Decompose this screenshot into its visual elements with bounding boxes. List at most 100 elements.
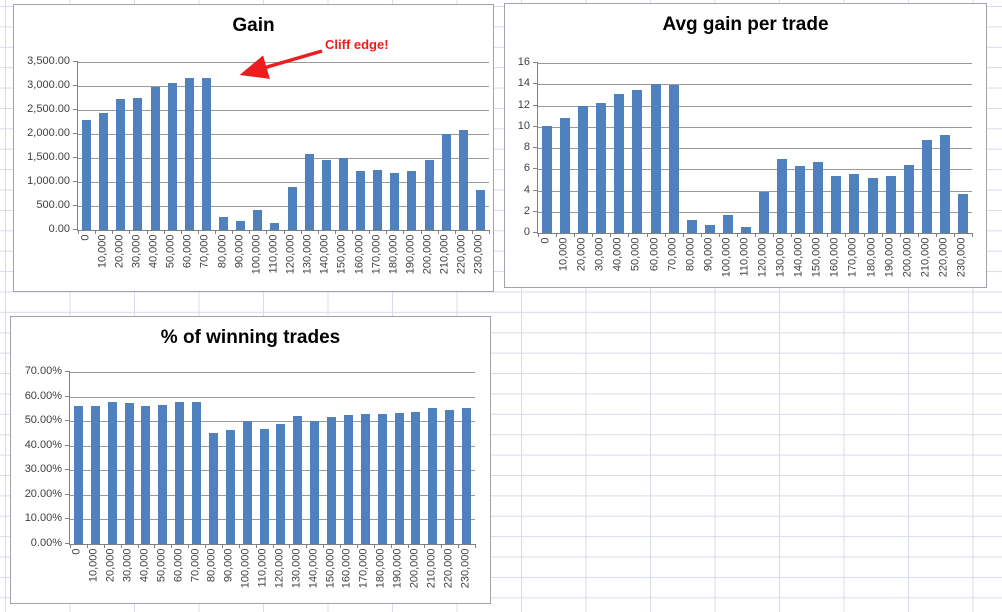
bar[interactable]: [270, 223, 280, 230]
bar[interactable]: [338, 158, 348, 230]
x-axis-labels[interactable]: 0 10,000 20,000 30,000 40,000 50,000 60,000 70,…: [77, 230, 488, 291]
bar[interactable]: [141, 406, 151, 544]
bar[interactable]: [849, 173, 860, 233]
bar[interactable]: [236, 221, 246, 230]
bar[interactable]: [158, 405, 168, 544]
bar[interactable]: [813, 161, 824, 233]
bar[interactable]: [560, 118, 571, 233]
bar[interactable]: [759, 191, 770, 233]
x-axis-labels[interactable]: 0 10,000 20,000 30,000 40,000 50,000 60,000 70,…: [69, 544, 474, 603]
x-axis-tick: [700, 233, 702, 237]
bar[interactable]: [253, 210, 263, 230]
bar[interactable]: [304, 153, 314, 230]
bar[interactable]: [394, 413, 404, 544]
cliff-edge-label[interactable]: Cliff edge!: [325, 37, 389, 52]
chart-percent-winning-trades[interactable]: % of winning trades 0.00% 10.00% 20.00% 30.…: [10, 316, 491, 604]
bar[interactable]: [175, 402, 185, 544]
bar[interactable]: [360, 413, 370, 544]
plot-area[interactable]: [73, 61, 490, 234]
bar[interactable]: [921, 139, 932, 233]
x-axis-category-label: 190,000: [404, 234, 417, 275]
bar[interactable]: [276, 423, 286, 544]
y-axis-labels[interactable]: 0.00% 10.00% 20.00% 30.00% 40.00% 50.00% 60.00…: [11, 365, 62, 549]
bar[interactable]: [242, 421, 252, 544]
bar[interactable]: [390, 172, 400, 230]
chart-title-winning-trades[interactable]: % of winning trades: [160, 327, 341, 348]
y-axis-labels[interactable]: 0.00 500.00 1,000.00 1,500.00 2,000.00 2,500.…: [14, 55, 70, 235]
bar[interactable]: [939, 135, 950, 233]
bar[interactable]: [90, 406, 100, 544]
x-axis-category-label: 160,000: [353, 234, 366, 275]
bar[interactable]: [82, 119, 92, 230]
bar[interactable]: [219, 217, 229, 230]
bar[interactable]: [133, 97, 143, 230]
bar[interactable]: [867, 177, 878, 233]
bar[interactable]: [192, 401, 202, 544]
bar[interactable]: [795, 166, 806, 233]
bar[interactable]: [373, 169, 383, 230]
bar[interactable]: [542, 125, 553, 233]
x-axis-labels[interactable]: 0 10,000 20,000 30,000 40,000 50,000 60,000 70,…: [537, 233, 971, 287]
x-axis-tick: [137, 544, 139, 548]
x-axis-tick: [103, 544, 105, 548]
bar[interactable]: [377, 414, 387, 544]
bar[interactable]: [259, 428, 269, 544]
bar[interactable]: [411, 412, 421, 544]
bar[interactable]: [424, 159, 434, 230]
bar[interactable]: [321, 159, 331, 230]
bar[interactable]: [343, 415, 353, 544]
bar[interactable]: [596, 103, 607, 233]
bar[interactable]: [475, 189, 485, 230]
bar[interactable]: [831, 175, 842, 233]
gridline: [538, 148, 972, 149]
bar[interactable]: [167, 83, 177, 230]
gridline: [70, 396, 475, 398]
bar[interactable]: [614, 93, 625, 233]
chart-gain[interactable]: Gain 0.00 500.00 1,000.00 1,500.00 2,000.00 2…: [13, 4, 494, 292]
bar[interactable]: [356, 171, 366, 230]
bar[interactable]: [428, 407, 438, 544]
bar[interactable]: [150, 87, 160, 230]
bar[interactable]: [903, 165, 914, 233]
bar[interactable]: [287, 187, 297, 230]
bar[interactable]: [124, 403, 134, 544]
bar[interactable]: [668, 85, 679, 233]
bar[interactable]: [225, 430, 235, 544]
bar[interactable]: [116, 99, 126, 230]
bar[interactable]: [293, 415, 303, 544]
chart-title-gain[interactable]: Gain: [232, 15, 275, 36]
x-axis-tick: [403, 230, 405, 234]
bar[interactable]: [740, 226, 751, 233]
bar[interactable]: [650, 84, 661, 233]
bar[interactable]: [885, 175, 896, 233]
x-axis-category-label: 140,000: [307, 548, 320, 589]
bar[interactable]: [462, 408, 472, 544]
bar[interactable]: [73, 406, 83, 544]
bar[interactable]: [578, 105, 589, 233]
bar[interactable]: [686, 220, 697, 233]
bar[interactable]: [704, 224, 715, 233]
bar[interactable]: [208, 432, 218, 544]
bar[interactable]: [445, 410, 455, 544]
bar[interactable]: [632, 89, 643, 233]
bar[interactable]: [957, 193, 968, 233]
bar[interactable]: [107, 402, 117, 544]
bar[interactable]: [184, 78, 194, 230]
bar[interactable]: [441, 134, 451, 230]
plot-area[interactable]: [533, 62, 973, 237]
chart-avg-gain-per-trade[interactable]: Avg gain per trade 0 2 4 6 8 10 12 14 16 0 10,000…: [504, 3, 987, 288]
bar[interactable]: [327, 416, 337, 544]
bar[interactable]: [407, 171, 417, 230]
bar[interactable]: [722, 214, 733, 233]
bar[interactable]: [201, 78, 211, 230]
x-axis-category-label: 110,000: [267, 234, 280, 274]
gridline: [70, 494, 475, 496]
chart-title-avg-gain[interactable]: Avg gain per trade: [662, 14, 829, 35]
plot-area[interactable]: [65, 371, 476, 548]
y-axis-labels[interactable]: 0 2 4 6 8 10 12 14 16: [505, 56, 530, 238]
bar[interactable]: [310, 420, 320, 544]
bar[interactable]: [777, 158, 788, 233]
cliff-edge-arrow[interactable]: [224, 43, 336, 87]
bar[interactable]: [458, 129, 468, 230]
bar[interactable]: [99, 113, 109, 230]
